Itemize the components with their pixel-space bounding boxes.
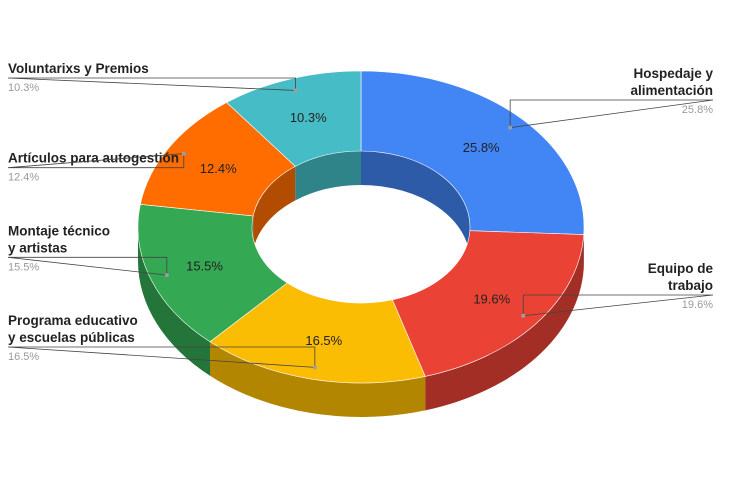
leader-dot-voluntarixs-y-premios bbox=[293, 88, 298, 93]
leader-dot-montaje-tecnico-y-artistas bbox=[164, 273, 169, 278]
slice-value-voluntarixs-y-premios: 10.3% bbox=[290, 110, 327, 125]
leader-line-hospedaje-y-alimentacion bbox=[509, 99, 714, 129]
inner-wall-articulos-para-autogestion bbox=[253, 166, 296, 250]
slice-value-labels: 25.8% 19.6% 16.5% 15.5% 12.4% 10.3% bbox=[186, 110, 511, 348]
leader-line-equipo-de-trabajo bbox=[522, 294, 714, 317]
donut-top-faces bbox=[137, 70, 585, 384]
slice-equipo-de-trabajo bbox=[391, 230, 585, 377]
slice-voluntarixs-y-premios bbox=[226, 70, 362, 167]
leader-line-montaje-tecnico-y-artistas bbox=[7, 256, 168, 276]
side-wall-equipo-de-trabajo bbox=[425, 234, 584, 411]
label-pct-articulos-para-autogestion: 12.4% bbox=[8, 172, 39, 184]
label-name-montaje-tecnico-y-artistas: Montaje técnico bbox=[8, 223, 110, 238]
leader-dot-equipo-de-trabajo bbox=[521, 313, 526, 318]
label-name-articulos-para-autogestion: Artículos para autogestión bbox=[8, 151, 179, 166]
label-name-montaje-tecnico-y-artistas: y artistas bbox=[8, 240, 67, 255]
leader-line-voluntarixs-y-premios bbox=[7, 77, 296, 91]
leader-line-articulos-para-autogestion bbox=[7, 153, 185, 169]
label-pct-hospedaje-y-alimentacion: 25.8% bbox=[682, 104, 713, 116]
side-wall-montaje-tecnico-y-artistas bbox=[138, 227, 211, 376]
label-pct-montaje-tecnico-y-artistas: 15.5% bbox=[8, 261, 39, 273]
slice-hospedaje-y-alimentacion bbox=[360, 70, 585, 235]
leader-dot-articulos-para-autogestion bbox=[181, 151, 186, 156]
leader-line-programa-educativo-y-escuelas-publicas bbox=[7, 346, 316, 368]
label-name-hospedaje-y-alimentacion: Hospedaje y bbox=[633, 66, 713, 81]
label-name-hospedaje-y-alimentacion: alimentación bbox=[630, 83, 713, 98]
leader-dot-programa-educativo-y-escuelas-publicas bbox=[312, 365, 317, 370]
slice-value-articulos-para-autogestion: 12.4% bbox=[200, 161, 237, 176]
label-pct-equipo-de-trabajo: 19.6% bbox=[682, 299, 713, 311]
label-pct-voluntarixs-y-premios: 10.3% bbox=[8, 82, 39, 94]
label-pct-programa-educativo-y-escuelas-publicas: 16.5% bbox=[8, 351, 39, 363]
slice-value-hospedaje-y-alimentacion: 25.8% bbox=[463, 140, 500, 155]
side-wall-programa-educativo-y-escuelas-publicas bbox=[210, 341, 426, 417]
leader-dot-hospedaje-y-alimentacion bbox=[508, 125, 513, 130]
label-name-equipo-de-trabajo: trabajo bbox=[668, 278, 713, 293]
label-name-voluntarixs-y-premios: Voluntarixs y Premios bbox=[8, 61, 149, 76]
inner-wall-voluntarixs-y-premios bbox=[295, 151, 361, 201]
label-name-programa-educativo-y-escuelas-publicas: Programa educativo bbox=[8, 313, 138, 328]
donut-3d-sides bbox=[138, 151, 584, 417]
slice-montaje-tecnico-y-artistas bbox=[137, 203, 288, 343]
label-name-programa-educativo-y-escuelas-publicas: y escuelas públicas bbox=[8, 330, 135, 345]
slice-value-montaje-tecnico-y-artistas: 15.5% bbox=[186, 259, 223, 274]
slice-value-programa-educativo-y-escuelas-publicas: 16.5% bbox=[305, 333, 342, 348]
inner-wall-hospedaje-y-alimentacion bbox=[361, 151, 470, 261]
slice-outer-labels: Hospedaje y alimentación 25.8% Equipo de tra… bbox=[7, 61, 714, 370]
slice-value-equipo-de-trabajo: 19.6% bbox=[473, 291, 510, 306]
label-name-equipo-de-trabajo: Equipo de bbox=[648, 261, 714, 276]
